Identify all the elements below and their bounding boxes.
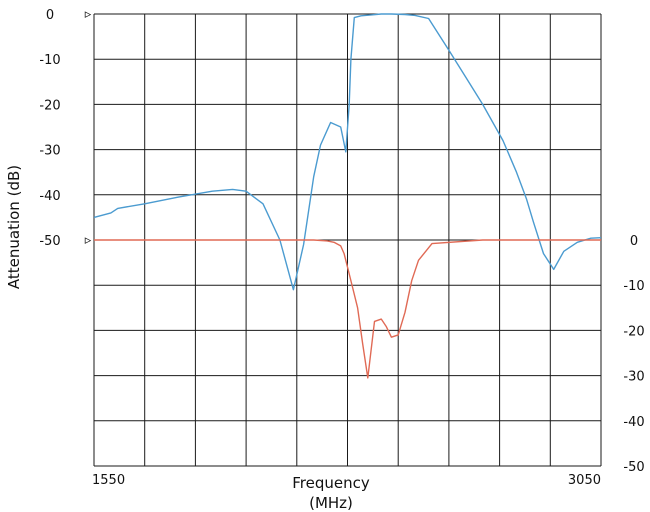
right-y-tick-label: -40 xyxy=(623,415,644,430)
right-y-tick-label: -20 xyxy=(623,324,644,339)
left-y-tick-label: 0 xyxy=(46,8,54,23)
x-tick-label: 3050 xyxy=(568,473,601,488)
left-y-tick-label: -10 xyxy=(39,53,60,68)
x-tick-label: 1550 xyxy=(92,473,125,488)
right-y-tick-label: -30 xyxy=(623,370,644,385)
left-y-tick-label: -40 xyxy=(39,189,60,204)
x-axis-title-line2: (MHz) xyxy=(309,494,353,512)
left-y-tick-label: -20 xyxy=(39,98,60,113)
x-tick-labels: 1550 3050 xyxy=(92,473,601,488)
right-y-tick-labels: 0 -10 -20 -30 -40 -50 xyxy=(623,234,644,475)
axis-reference-marker: ▹ xyxy=(85,7,92,22)
y-axis-title: Attenuation (dB) xyxy=(5,165,23,289)
plot-series xyxy=(93,13,602,379)
attenuation-line xyxy=(93,13,602,291)
left-y-tick-label: -30 xyxy=(39,144,60,159)
left-y-tick-labels: 0 -10 -20 -30 -40 -50 xyxy=(39,8,60,249)
right-y-tick-label: -10 xyxy=(623,279,644,294)
right-y-tick-label: 0 xyxy=(630,234,638,249)
right-y-tick-label: -50 xyxy=(623,460,644,475)
return-loss-line xyxy=(94,239,601,379)
left-y-tick-label: -50 xyxy=(39,234,60,249)
x-axis-title-line1: Frequency xyxy=(292,474,370,492)
axis-reference-marker: ▹ xyxy=(85,233,92,248)
plot-grid xyxy=(93,13,602,467)
axis-markers: ▹▹ xyxy=(85,7,92,248)
